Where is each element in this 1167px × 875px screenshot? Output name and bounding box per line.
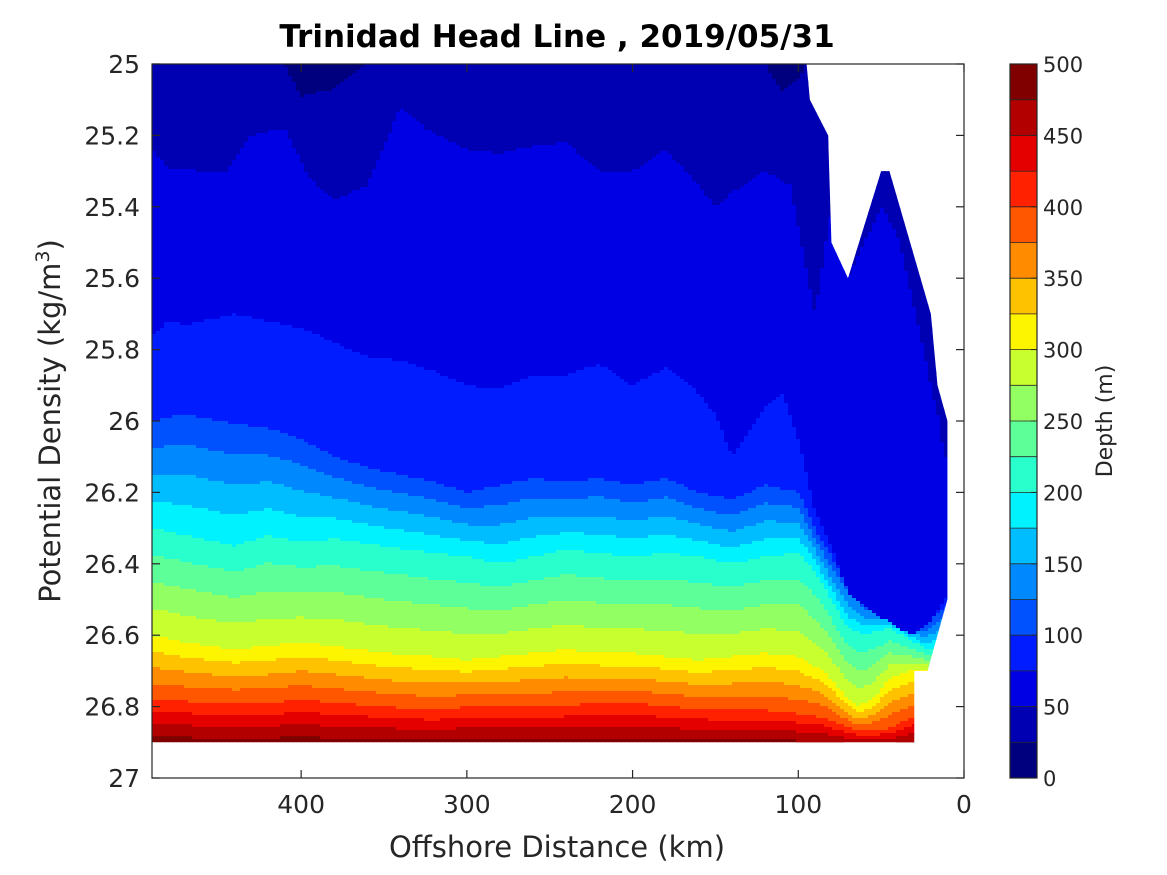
colorbar-segment bbox=[1010, 99, 1037, 136]
x-axis: 400 300 200 100 0 bbox=[277, 64, 972, 819]
y-tick-label: 26.8 bbox=[84, 693, 140, 722]
y-tick-label: 25 bbox=[108, 50, 140, 79]
colorbar-label: Depth (m) bbox=[1093, 365, 1118, 478]
x-axis-label: Offshore Distance (km) bbox=[389, 830, 725, 864]
colorbar-segment bbox=[1010, 313, 1037, 351]
colorbar-segment bbox=[1010, 421, 1037, 458]
colorbar-segment bbox=[1010, 456, 1037, 493]
y-axis-label-close: ) bbox=[33, 239, 67, 250]
colorbar-segment bbox=[1010, 706, 1037, 743]
y-tick-label: 25.4 bbox=[84, 193, 140, 222]
colorbar-segment bbox=[1010, 670, 1037, 708]
colorbar-segment bbox=[1010, 492, 1037, 529]
colorbar-tick-label: 50 bbox=[1043, 696, 1070, 720]
x-tick-label: 100 bbox=[774, 790, 822, 819]
colorbar-segment bbox=[1010, 349, 1037, 386]
colorbar-tick-label: 350 bbox=[1043, 267, 1083, 291]
colorbar-tick-label: 200 bbox=[1043, 481, 1083, 505]
colorbar-segment bbox=[1010, 171, 1037, 208]
colorbar-segment bbox=[1010, 135, 1037, 172]
colorbar-segment bbox=[1010, 635, 1037, 672]
x-tick-label: 300 bbox=[443, 790, 491, 819]
colorbar-segment bbox=[1010, 242, 1037, 279]
colorbar-tick-label: 100 bbox=[1043, 624, 1083, 648]
y-tick-label: 25.2 bbox=[84, 121, 140, 150]
colorbar-segment bbox=[1010, 563, 1037, 600]
colorbar-segment bbox=[1010, 64, 1037, 101]
x-tick-label: 400 bbox=[277, 790, 325, 819]
y-tick-label: 25.6 bbox=[84, 264, 140, 293]
colorbar-segment bbox=[1010, 528, 1037, 565]
y-axis: 25 25.2 25.4 25.6 25.8 26 26.2 26.4 26.6 26.8 27 bbox=[84, 50, 964, 793]
colorbar-segment bbox=[1010, 278, 1037, 315]
y-tick-label: 25.8 bbox=[84, 336, 140, 365]
colorbar-tick-label: 150 bbox=[1043, 553, 1083, 577]
x-tick-label: 200 bbox=[609, 790, 657, 819]
chart-title: Trinidad Head Line , 2019/05/31 bbox=[279, 19, 834, 55]
colorbar-tick-label: 250 bbox=[1043, 410, 1083, 434]
colorbar-segment bbox=[1010, 206, 1037, 243]
y-axis-label-superscript: 3 bbox=[32, 250, 54, 262]
colorbar-tick-label: 300 bbox=[1043, 339, 1083, 363]
y-tick-label: 26.2 bbox=[84, 478, 140, 507]
colorbar-tick-label: 400 bbox=[1043, 196, 1083, 220]
colorbar: 0 50 100 150 200 250 300 350 400 450 500 bbox=[1009, 53, 1083, 791]
y-axis-label: Potential Density (kg/m3) bbox=[32, 239, 67, 603]
y-tick-label: 27 bbox=[108, 764, 140, 793]
colorbar-tick-label: 0 bbox=[1043, 767, 1056, 791]
x-tick-label: 0 bbox=[956, 790, 972, 819]
y-axis-label-main: Potential Density (kg/m bbox=[33, 263, 67, 603]
colorbar-segment bbox=[1010, 742, 1037, 779]
colorbar-segment bbox=[1010, 385, 1037, 422]
y-tick-label: 26 bbox=[108, 407, 140, 436]
y-tick-label: 26.4 bbox=[84, 550, 140, 579]
y-tick-label: 26.6 bbox=[84, 621, 140, 650]
colorbar-tick-label: 450 bbox=[1043, 124, 1083, 148]
colorbar-segment bbox=[1010, 599, 1037, 636]
colorbar-tick-label: 500 bbox=[1043, 53, 1083, 77]
